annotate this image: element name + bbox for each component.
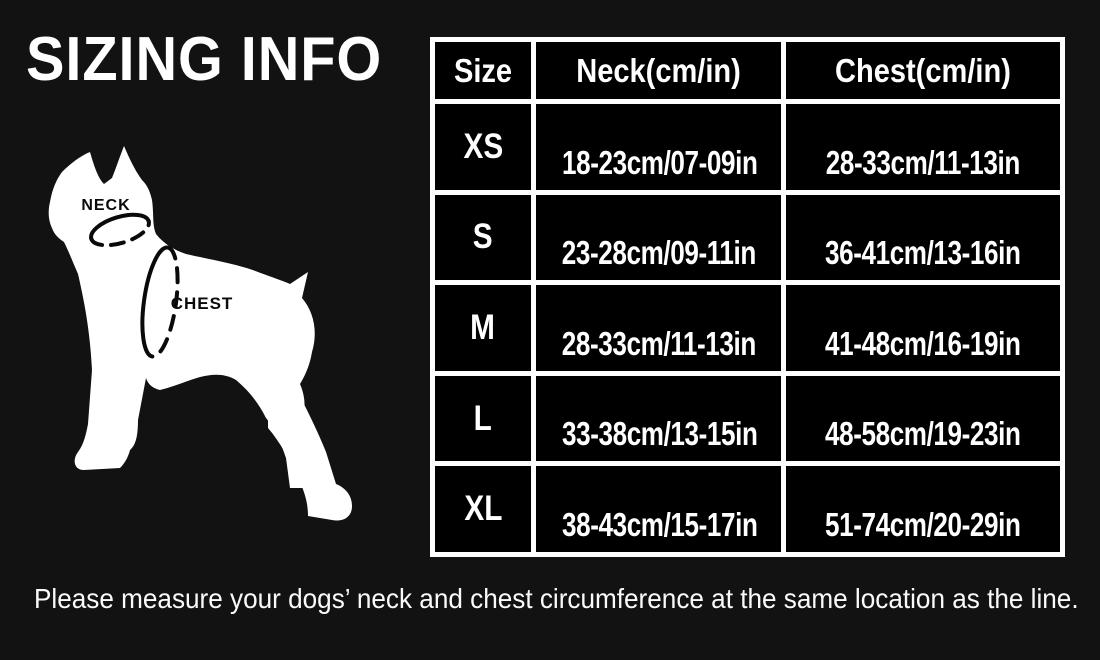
size-value: XL bbox=[430, 461, 536, 557]
neck-value: 28-33cm/11-13in bbox=[531, 280, 786, 376]
chest-value: 41-48cm/16-19in bbox=[781, 280, 1065, 376]
neck-label: NECK bbox=[81, 197, 130, 214]
table-row-xs: XS 18-23cm/07-09in 28-33cm/11-13in bbox=[430, 99, 1065, 195]
chest-measure-line bbox=[140, 245, 180, 359]
neck-value: 18-23cm/07-09in bbox=[531, 99, 786, 195]
neck-value: 33-38cm/13-15in bbox=[531, 370, 786, 467]
size-value: XS bbox=[430, 99, 536, 195]
sizing-table: Size Neck(cm/in) Chest(cm/in) XS 18-23cm… bbox=[430, 37, 1065, 557]
table-row-s: S 23-28cm/09-11in 36-41cm/13-16in bbox=[430, 189, 1065, 286]
neck-value: 23-28cm/09-11in bbox=[531, 189, 786, 286]
dog-body-silhouette bbox=[48, 146, 325, 488]
col-header-neck: Neck(cm/in) bbox=[531, 37, 786, 104]
chest-measure-line-solid bbox=[140, 245, 170, 359]
col-header-chest: Chest(cm/in) bbox=[781, 37, 1065, 104]
size-value: L bbox=[430, 370, 536, 467]
table-header-row: Size Neck(cm/in) Chest(cm/in) bbox=[430, 37, 1065, 104]
dog-silhouette-graphic: NECK CHEST bbox=[48, 146, 352, 521]
col-header-size: Size bbox=[430, 37, 536, 104]
table-row-xl: XL 38-43cm/15-17in 51-74cm/20-29in bbox=[430, 461, 1065, 557]
neck-measure-line-dashed bbox=[89, 219, 151, 248]
chest-value: 36-41cm/13-16in bbox=[781, 189, 1065, 286]
page-title: SIZING INFO bbox=[26, 25, 383, 94]
table-row-m: M 28-33cm/11-13in 41-48cm/16-19in bbox=[430, 280, 1065, 376]
measurement-note: Please measure your dogs’ neck and chest… bbox=[34, 583, 1079, 614]
chest-value: 51-74cm/20-29in bbox=[781, 461, 1065, 557]
neck-value: 38-43cm/15-17in bbox=[531, 461, 786, 557]
table-row-l: L 33-38cm/13-15in 48-58cm/19-23in bbox=[430, 370, 1065, 467]
size-value: M bbox=[430, 280, 536, 376]
neck-measure-line bbox=[89, 212, 151, 248]
dog-measurement-diagram: NECK CHEST bbox=[40, 140, 420, 590]
neck-measure-line-solid bbox=[89, 212, 151, 241]
chest-value: 28-33cm/11-13in bbox=[781, 99, 1065, 195]
chest-label: CHEST bbox=[171, 294, 234, 313]
size-value: S bbox=[430, 189, 536, 286]
chest-value: 48-58cm/19-23in bbox=[781, 370, 1065, 467]
chest-measure-line-dashed bbox=[150, 245, 180, 359]
